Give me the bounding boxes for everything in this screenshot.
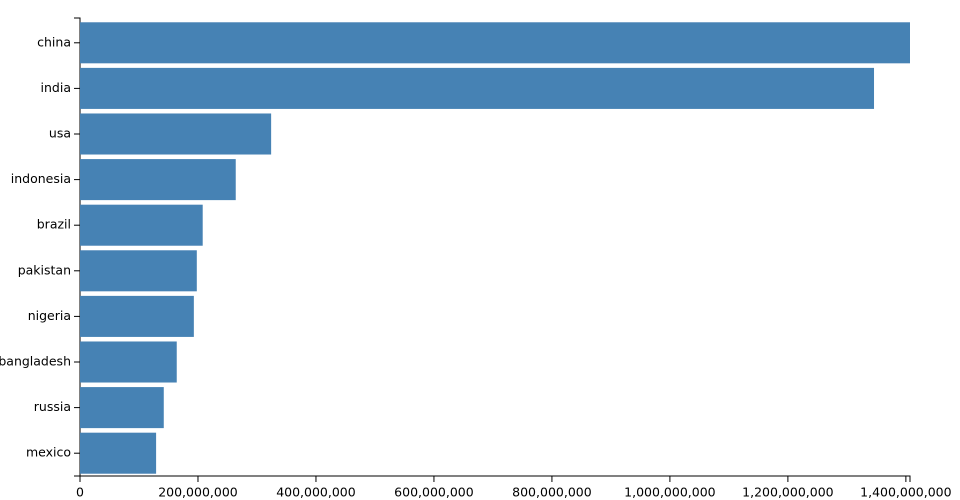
y-tick-label: india (41, 80, 71, 95)
y-tick-label: usa (49, 126, 71, 141)
bar (80, 432, 157, 474)
y-tick-label: bangladesh (0, 354, 71, 369)
x-tick-label: 1,400,000,000 (860, 485, 951, 500)
x-tick-label: 1,000,000,000 (624, 485, 715, 500)
bar (80, 204, 203, 246)
bar (80, 22, 910, 64)
bar (80, 113, 272, 155)
bar (80, 67, 875, 109)
bar (80, 341, 177, 383)
y-tick-label: mexico (26, 445, 71, 460)
bar (80, 387, 164, 429)
y-tick-label: russia (34, 399, 71, 414)
y-tick-label: china (37, 34, 71, 49)
bar (80, 295, 194, 337)
x-tick-label: 600,000,000 (394, 485, 474, 500)
bar (80, 159, 236, 201)
y-axis-line (74, 17, 81, 477)
x-tick-label: 800,000,000 (512, 485, 592, 500)
x-tick-label: 0 (76, 485, 84, 500)
x-axis-line (79, 475, 911, 482)
y-tick-label: brazil (37, 217, 71, 232)
y-tick-label: indonesia (11, 171, 71, 186)
x-tick-label: 200,000,000 (158, 485, 238, 500)
x-tick-label: 400,000,000 (276, 485, 356, 500)
y-tick-label: pakistan (18, 262, 71, 277)
bar (80, 250, 197, 292)
y-tick-label: nigeria (28, 308, 71, 323)
x-tick-label: 1,200,000,000 (742, 485, 833, 500)
